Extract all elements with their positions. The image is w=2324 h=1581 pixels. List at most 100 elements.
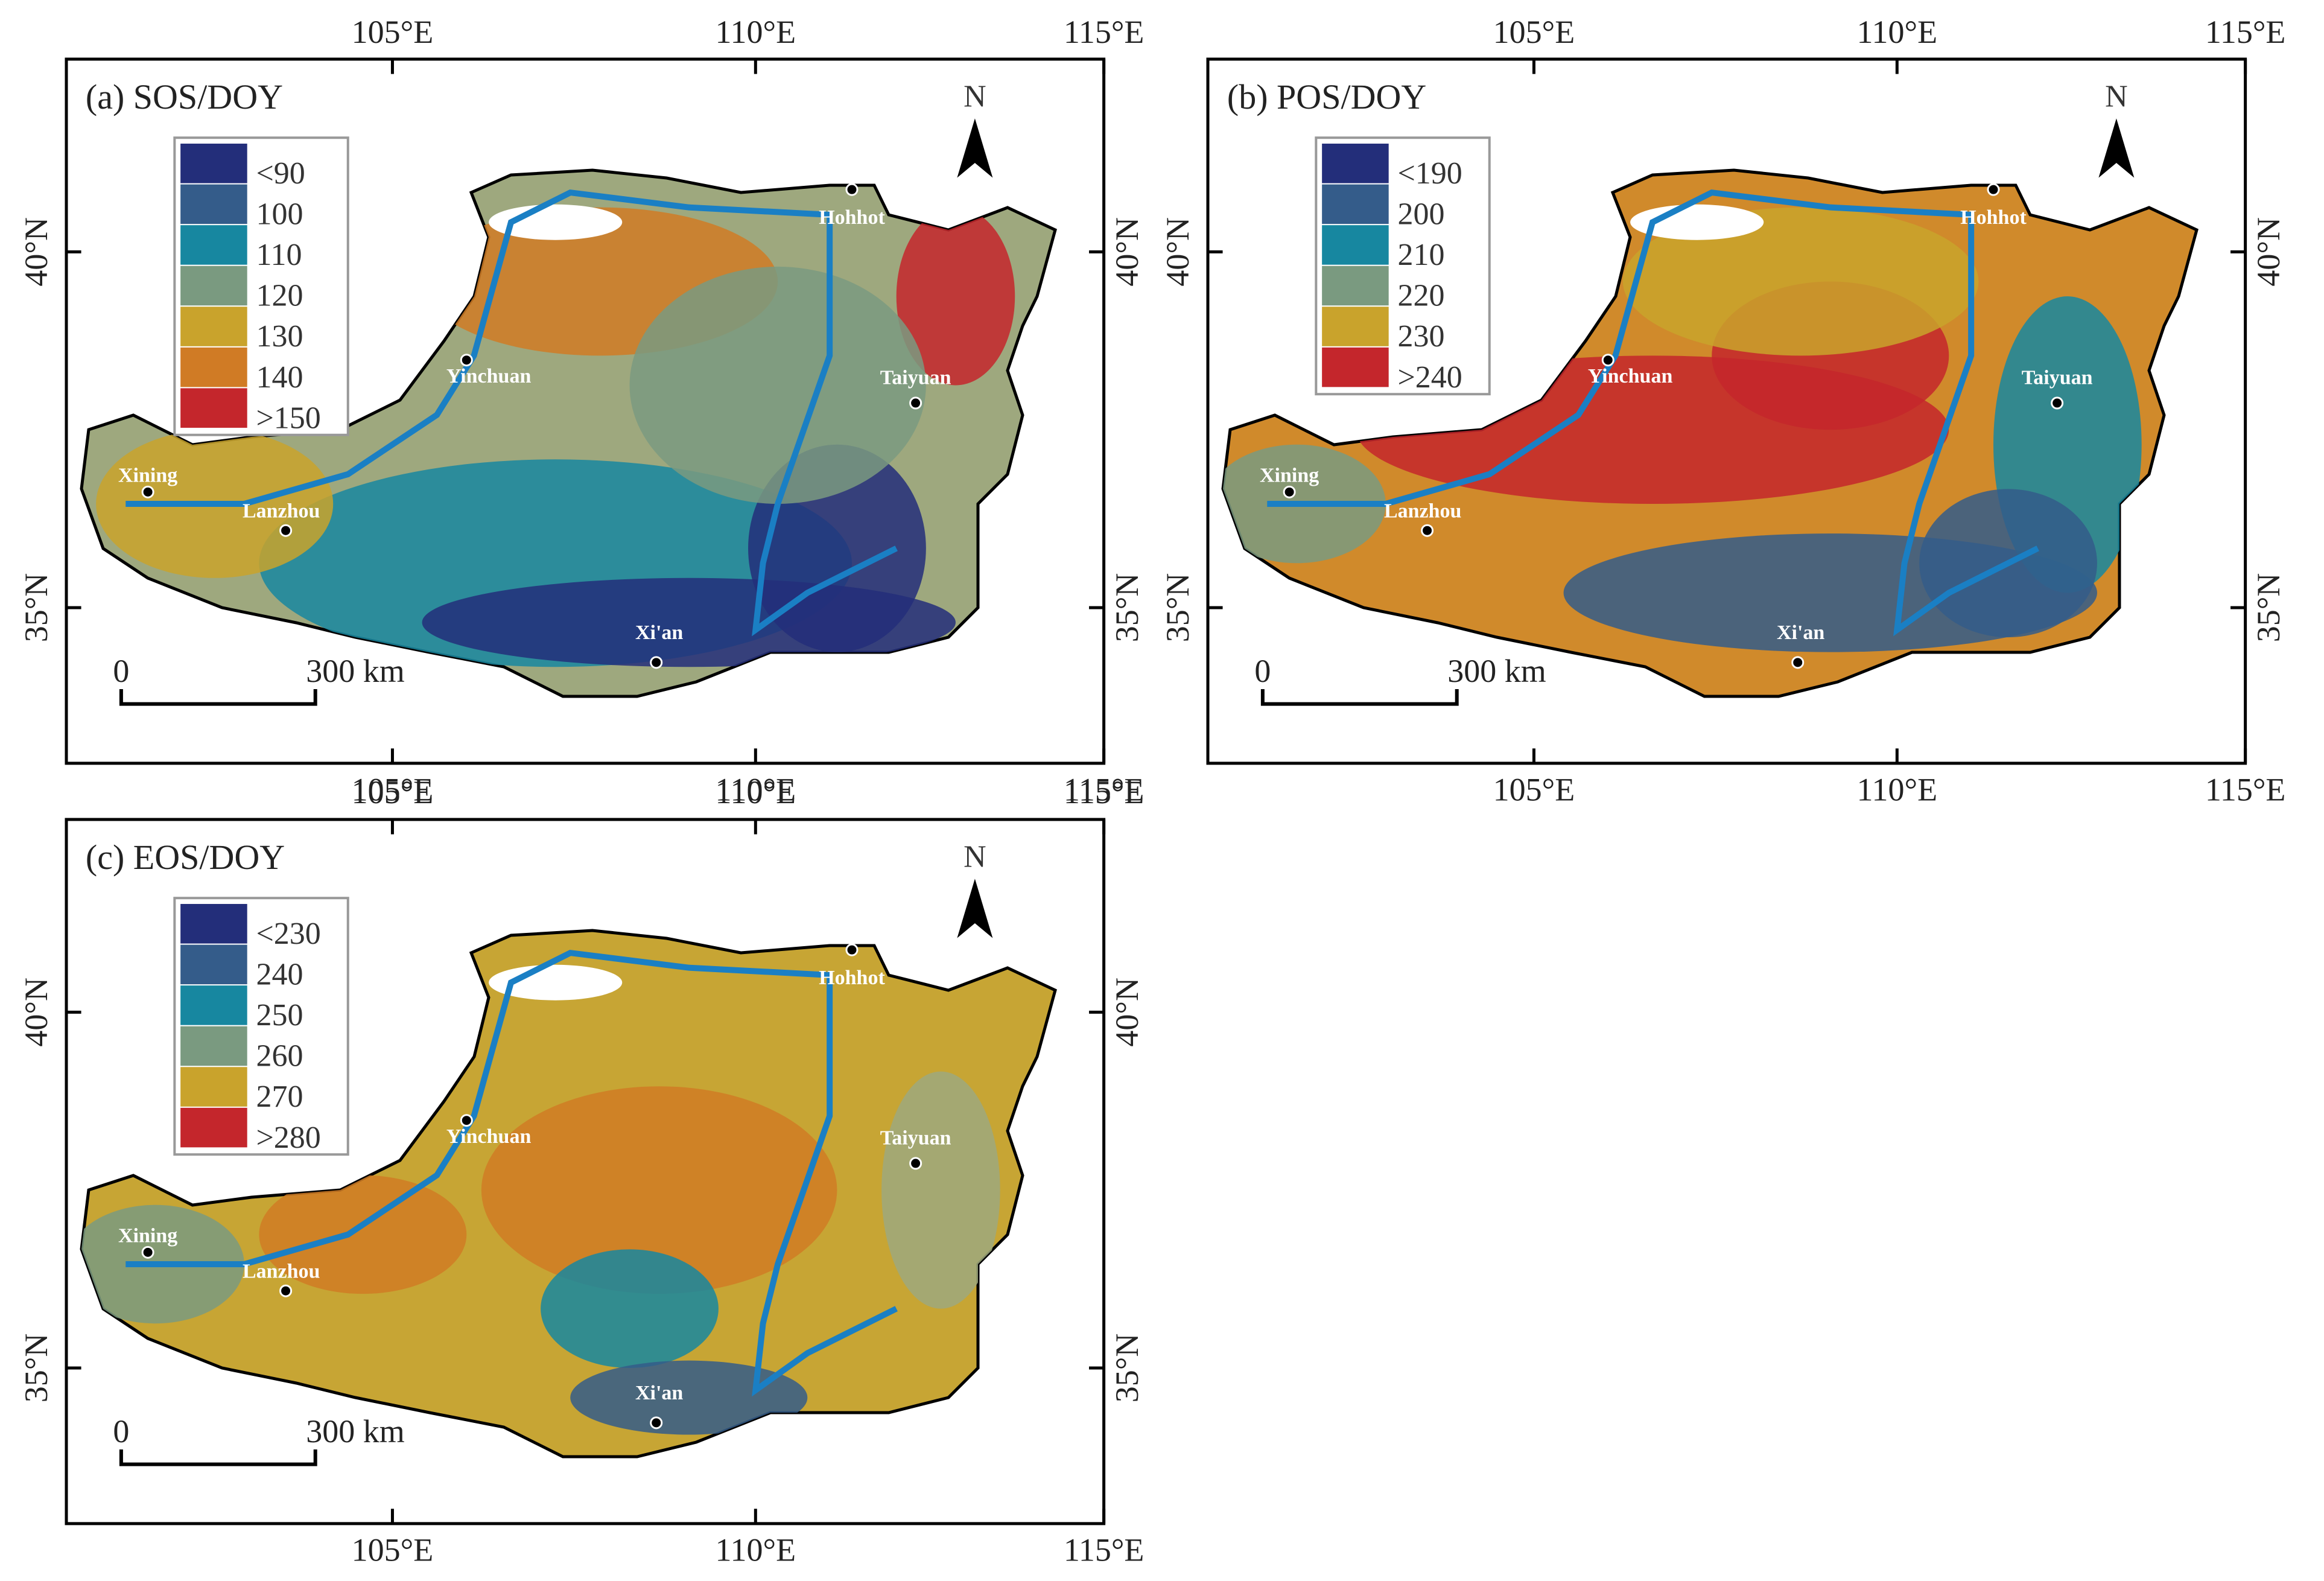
value-patch	[896, 207, 1015, 386]
legend-swatch	[180, 184, 247, 224]
city-label: Lanzhou	[243, 1261, 320, 1283]
region-patterns	[81, 964, 1000, 1435]
legend-label: 130	[256, 319, 303, 354]
legend-label: 210	[1397, 238, 1444, 272]
value-patch	[881, 1071, 1000, 1309]
scale-label: 0	[1254, 653, 1271, 689]
x-tick-label: 105°E	[352, 774, 434, 810]
x-tick-label: 110°E	[716, 774, 796, 810]
legend-swatch	[180, 266, 247, 306]
legend-swatch	[1322, 347, 1389, 387]
city-label: Hohhot	[819, 967, 885, 989]
y-tick-label: 40°N	[2250, 217, 2287, 287]
city-dot	[650, 656, 663, 669]
legend-label: 120	[256, 279, 303, 313]
city-dot	[1987, 183, 2000, 196]
y-tick-label: 40°N	[1109, 217, 1145, 287]
city-label: Hohhot	[1960, 206, 2027, 229]
map-panel: (a) SOS/DOY <90 100 110 120 130 140 >150 N 0 300 k…	[18, 14, 1145, 807]
legend-swatch	[180, 944, 247, 985]
city-dot	[460, 354, 473, 367]
value-patch	[481, 1086, 837, 1294]
value-patch	[541, 1249, 719, 1368]
city-label: Yinchuan	[446, 365, 532, 387]
city-label: Lanzhou	[1384, 500, 1462, 523]
city-dot	[909, 1157, 922, 1170]
city-label: Taiyuan	[880, 1127, 951, 1149]
value-patch	[1622, 207, 1979, 356]
legend-label: >150	[256, 401, 320, 435]
city-dot	[845, 183, 859, 196]
scale-bar	[119, 1449, 317, 1466]
legend-label: >240	[1397, 360, 1462, 395]
city-label: Yinchuan	[446, 1125, 532, 1148]
north-label: N	[2105, 79, 2128, 113]
legend-label: 100	[256, 197, 303, 232]
scale-bar	[119, 689, 317, 706]
value-patch	[259, 1175, 467, 1294]
legend-swatch	[1322, 144, 1389, 183]
scale-label: 300 km	[306, 653, 405, 689]
legend-swatch	[180, 144, 247, 183]
scale-bar	[1260, 689, 1459, 706]
y-tick-label: 40°N	[18, 217, 54, 287]
city-dot	[2051, 396, 2064, 410]
legend-swatch	[180, 1026, 247, 1066]
legend-swatch	[180, 225, 247, 265]
panel-title: (c) EOS/DOY	[86, 838, 285, 877]
city-dot	[1283, 485, 1296, 498]
y-tick-label: 40°N	[18, 978, 54, 1047]
city-label: Xining	[118, 465, 177, 487]
x-tick-label: 115°E	[1064, 774, 1145, 810]
legend-swatch	[1322, 184, 1389, 224]
city-dot	[279, 1284, 293, 1297]
city-dot	[1601, 354, 1614, 367]
value-patch	[570, 1360, 808, 1435]
x-tick-label: 105°E	[1493, 771, 1575, 807]
north-arrow	[957, 118, 993, 178]
value-patch	[629, 266, 926, 504]
x-tick-label: 110°E	[1857, 14, 1938, 50]
x-tick-label: 115°E	[2205, 771, 2286, 807]
city-dot	[460, 1114, 473, 1127]
city-label: Hohhot	[819, 206, 885, 229]
city-dot	[650, 1416, 663, 1430]
legend-label: 270	[256, 1080, 303, 1114]
map-panel: (b) POS/DOY <190 200 210 220 230 >240 N 0 300 km H…	[1160, 14, 2287, 807]
city-dot	[141, 1245, 154, 1259]
scale-label: 0	[113, 1413, 129, 1449]
legend-label: <230	[256, 917, 320, 951]
north-label: N	[964, 839, 986, 874]
north-label: N	[964, 79, 986, 113]
city-label: Xi'an	[1777, 622, 1824, 644]
x-tick-label: 110°E	[716, 1532, 796, 1568]
legend-label: 200	[1397, 197, 1444, 232]
city-dot	[1421, 524, 1434, 537]
legend-swatch	[1322, 225, 1389, 265]
river	[125, 949, 898, 1397]
scale-label: 300 km	[306, 1413, 405, 1449]
y-tick-label: 35°N	[18, 1334, 54, 1403]
map-panel: (c) EOS/DOY <230 240 250 260 270 >280 N 0 300 km H…	[18, 774, 1145, 1568]
legend-label: 140	[256, 360, 303, 395]
city-label: Xining	[118, 1225, 177, 1247]
legend-swatch	[180, 388, 247, 428]
legend-label: <190	[1397, 156, 1462, 191]
y-tick-label: 35°N	[1109, 1334, 1145, 1403]
city-label: Taiyuan	[2022, 366, 2093, 389]
city-label: Xining	[1260, 465, 1319, 487]
x-tick-label: 105°E	[352, 14, 434, 50]
legend-swatch	[180, 985, 247, 1025]
legend-swatch	[180, 1067, 247, 1107]
legend-label: 240	[256, 958, 303, 992]
scale-label: 300 km	[1447, 653, 1546, 689]
legend-label: 110	[256, 238, 302, 272]
panel-title: (b) POS/DOY	[1227, 77, 1426, 116]
x-tick-label: 115°E	[1064, 1532, 1145, 1568]
legend-swatch	[180, 347, 247, 387]
legend-label: 230	[1397, 319, 1444, 354]
legend-label: 250	[256, 998, 303, 1032]
y-tick-label: 40°N	[1160, 217, 1196, 287]
scale-label: 0	[113, 653, 129, 689]
legend-label: >280	[256, 1121, 320, 1155]
